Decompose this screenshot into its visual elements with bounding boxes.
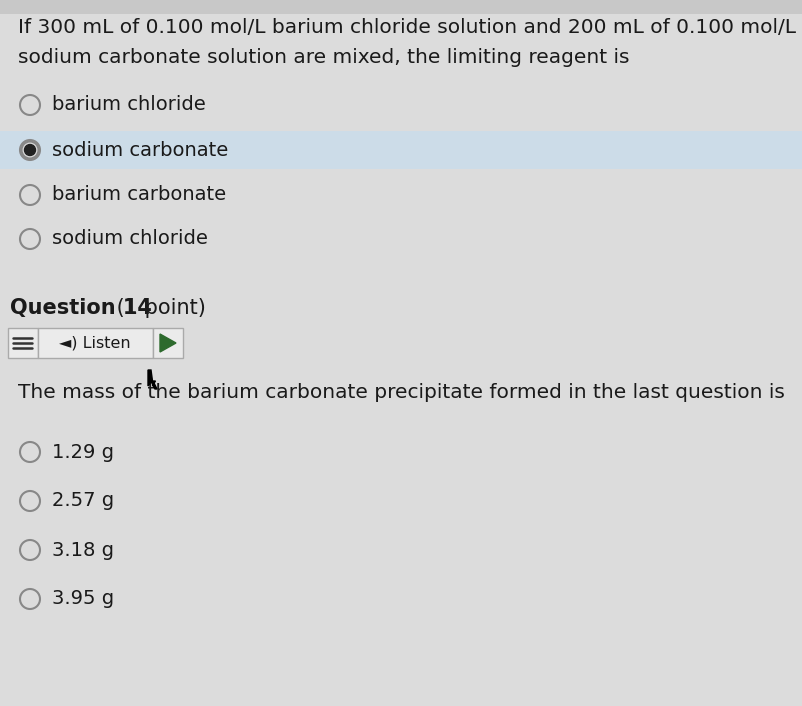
Polygon shape (148, 370, 157, 389)
Text: sodium chloride: sodium chloride (52, 229, 208, 249)
Text: sodium carbonate solution are mixed, the limiting reagent is: sodium carbonate solution are mixed, the… (18, 48, 630, 67)
FancyBboxPatch shape (8, 328, 38, 358)
FancyBboxPatch shape (0, 0, 802, 14)
Text: The mass of the barium carbonate precipitate formed in the last question is: The mass of the barium carbonate precipi… (18, 383, 785, 402)
FancyBboxPatch shape (38, 328, 153, 358)
Circle shape (25, 145, 35, 155)
Text: 3.95 g: 3.95 g (52, 590, 114, 609)
Text: ◄︎) Listen: ◄︎) Listen (59, 335, 131, 350)
FancyBboxPatch shape (153, 328, 183, 358)
Text: (1 point): (1 point) (110, 298, 206, 318)
Text: 1.29 g: 1.29 g (52, 443, 114, 462)
Polygon shape (160, 334, 176, 352)
Text: 3.18 g: 3.18 g (52, 541, 114, 559)
Text: Question 14: Question 14 (10, 298, 152, 318)
Text: 2.57 g: 2.57 g (52, 491, 114, 510)
Text: barium carbonate: barium carbonate (52, 186, 226, 205)
Text: If 300 mL of 0.100 mol/L barium chloride solution and 200 mL of 0.100 mol/L: If 300 mL of 0.100 mol/L barium chloride… (18, 18, 796, 37)
Text: barium chloride: barium chloride (52, 95, 206, 114)
FancyBboxPatch shape (0, 131, 802, 169)
Circle shape (22, 141, 38, 159)
Text: sodium carbonate: sodium carbonate (52, 140, 229, 160)
